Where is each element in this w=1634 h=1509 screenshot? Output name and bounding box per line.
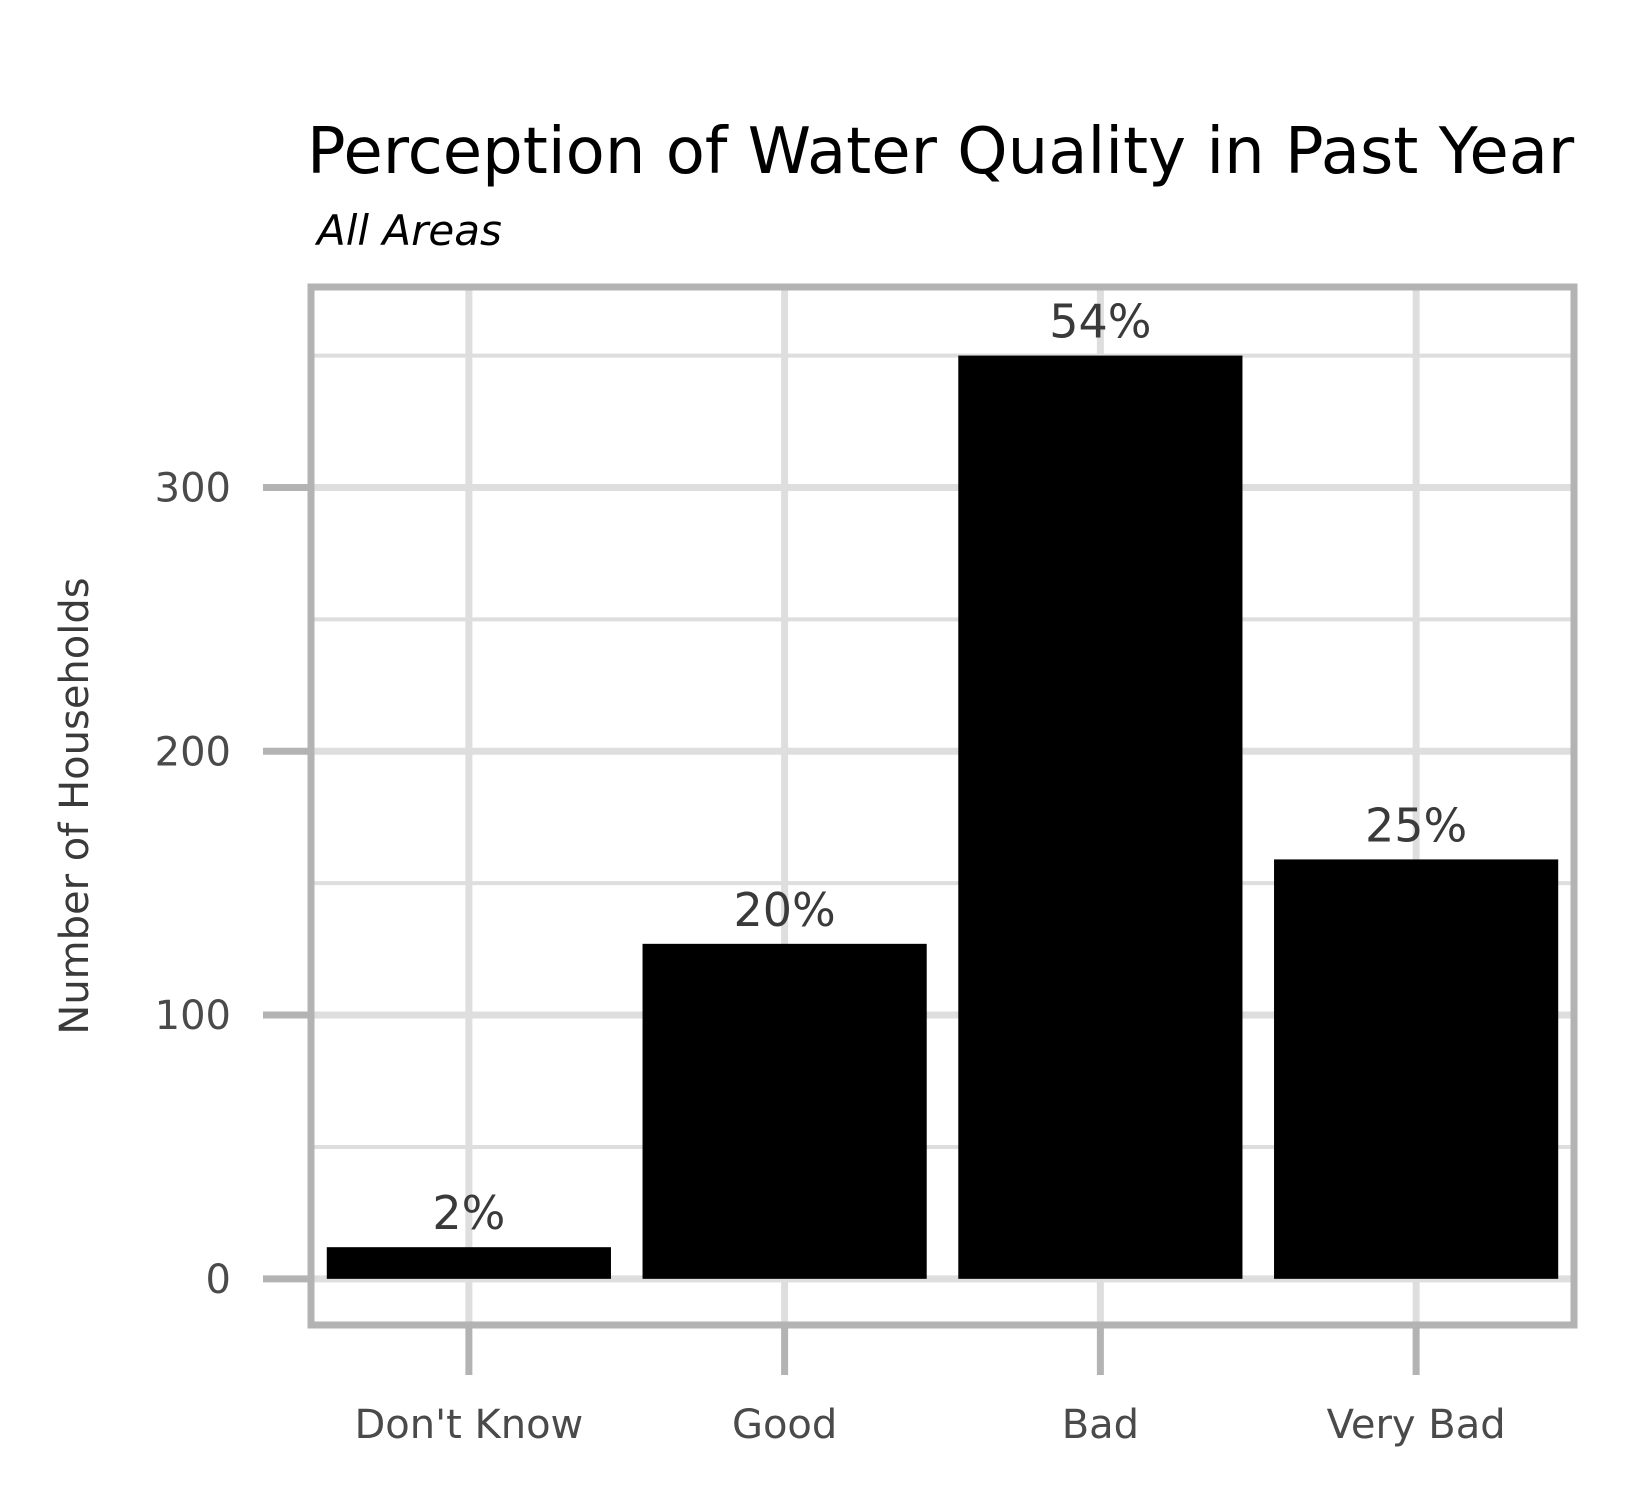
- bar-data-label: 54%: [1049, 295, 1151, 349]
- bars: [326, 355, 1559, 1279]
- x-tick-label: Very Bad: [1327, 1402, 1506, 1448]
- y-axis-title: Number of Households: [52, 577, 98, 1034]
- y-tick-label: 0: [206, 1257, 231, 1303]
- bar: [958, 355, 1243, 1279]
- x-tick-label: Don't Know: [354, 1402, 583, 1448]
- x-axis: Don't Know Good Bad Very Bad: [354, 1328, 1506, 1448]
- bar: [1274, 859, 1559, 1279]
- chart-title: Perception of Water Quality in Past Year: [307, 115, 1575, 189]
- x-tick-label: Good: [732, 1402, 837, 1448]
- y-tick-label: 300: [155, 465, 231, 511]
- bar-data-label: 25%: [1365, 798, 1467, 852]
- y-tick-label: 100: [155, 993, 231, 1039]
- x-tick-label: Bad: [1062, 1402, 1139, 1448]
- bar-data-label: 20%: [734, 883, 836, 937]
- plot-panel-border: [307, 283, 1578, 1329]
- bar: [642, 943, 927, 1279]
- y-tick-label: 200: [155, 729, 231, 775]
- data-labels: 2% 20% 54% 25%: [432, 295, 1467, 1241]
- bar: [326, 1247, 611, 1279]
- y-axis: 0 100 200 300: [155, 465, 308, 1303]
- chart-subtitle: All Areas: [314, 206, 502, 255]
- bar-data-label: 2%: [432, 1186, 505, 1240]
